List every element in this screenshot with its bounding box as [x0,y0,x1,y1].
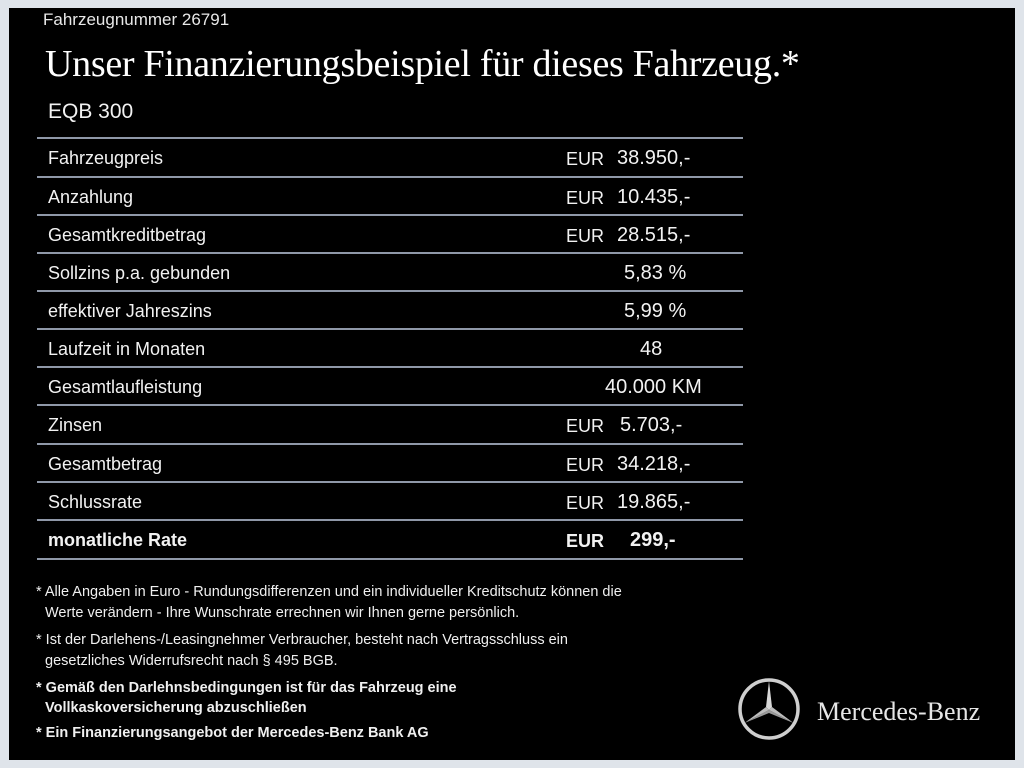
row-value: 299,- [630,529,676,551]
row-label: Gesamtkreditbetrag [48,225,207,245]
row-label: Gesamtlaufleistung [48,377,203,397]
table-row-monthly-rate: monatliche Rate EUR 299,- [37,521,743,559]
row-currency: EUR [566,416,605,436]
divider [37,404,743,406]
footnote: * Alle Angaben in Euro - Rundungsdiffere… [36,584,622,600]
model-name: EQB 300 [48,100,134,123]
divider [37,290,743,292]
table-row: Sollzins p.a. gebunden 5,83 % [37,254,743,292]
row-label: Schlussrate [48,492,143,512]
row-value: 5,99 % [624,300,687,322]
financing-panel: Fahrzeugnummer 26791 Unser Finanzierungs… [9,8,1015,760]
row-currency: EUR [566,531,605,551]
divider [37,519,743,521]
row-label: Gesamtbetrag [48,454,163,474]
table-row: effektiver Jahreszins 5,99 % [37,292,743,330]
row-label: Sollzins p.a. gebunden [48,263,231,283]
table-row: Zinsen EUR 5.703,- [37,406,743,444]
row-currency: EUR [566,226,605,246]
table-row: Fahrzeugpreis EUR 38.950,- [37,139,743,177]
divider [37,137,743,139]
row-label: Anzahlung [48,187,134,207]
row-label: Fahrzeugpreis [48,148,164,168]
table-row: Anzahlung EUR 10.435,- [37,178,743,216]
row-value: 28.515,- [617,224,691,246]
row-currency: EUR [566,493,605,513]
divider [37,252,743,254]
footnote: Vollkaskoversicherung abzuschließen [45,700,307,716]
row-value: 38.950,- [617,147,691,169]
footnote: Werte verändern - Ihre Wunschrate errech… [45,605,520,621]
footnote: * Gemäß den Darlehnsbedingungen ist für … [36,680,457,696]
row-value: 40.000 KM [605,376,702,398]
row-value: 34.218,- [617,453,691,475]
divider [37,214,743,216]
row-currency: EUR [566,149,605,169]
footnote: * Ein Finanzierungsangebot der Mercedes-… [36,725,429,741]
brand-name: Mercedes-Benz [817,697,981,726]
table-row: Gesamtbetrag EUR 34.218,- [37,445,743,483]
row-label: monatliche Rate [48,530,188,550]
page-title: Unser Finanzierungsbeispiel für dieses F… [45,43,800,85]
divider [37,443,743,445]
footnote: * Ist der Darlehens-/Leasingnehmer Verbr… [36,632,568,648]
footnote: gesetzliches Widerrufsrecht nach § 495 B… [45,653,338,669]
table-row: Gesamtlaufleistung 40.000 KM [37,368,743,406]
mercedes-star-icon [738,678,800,740]
divider [37,366,743,368]
row-currency: EUR [566,455,605,475]
row-label: Laufzeit in Monaten [48,339,206,359]
row-label: Zinsen [48,415,103,435]
divider [37,176,743,178]
table-row: Laufzeit in Monaten 48 [37,330,743,368]
row-label: effektiver Jahreszins [48,301,212,321]
row-value: 5.703,- [620,414,683,436]
table-row: Schlussrate EUR 19.865,- [37,483,743,521]
row-currency: EUR [566,188,605,208]
row-value: 48 [640,338,663,360]
divider [37,558,743,560]
row-value: 10.435,- [617,186,691,208]
divider [37,481,743,483]
row-value: 5,83 % [624,262,687,284]
table-row: Gesamtkreditbetrag EUR 28.515,- [37,216,743,254]
row-value: 19.865,- [617,491,691,513]
vehicle-number: Fahrzeugnummer 26791 [43,10,230,29]
divider [37,328,743,330]
